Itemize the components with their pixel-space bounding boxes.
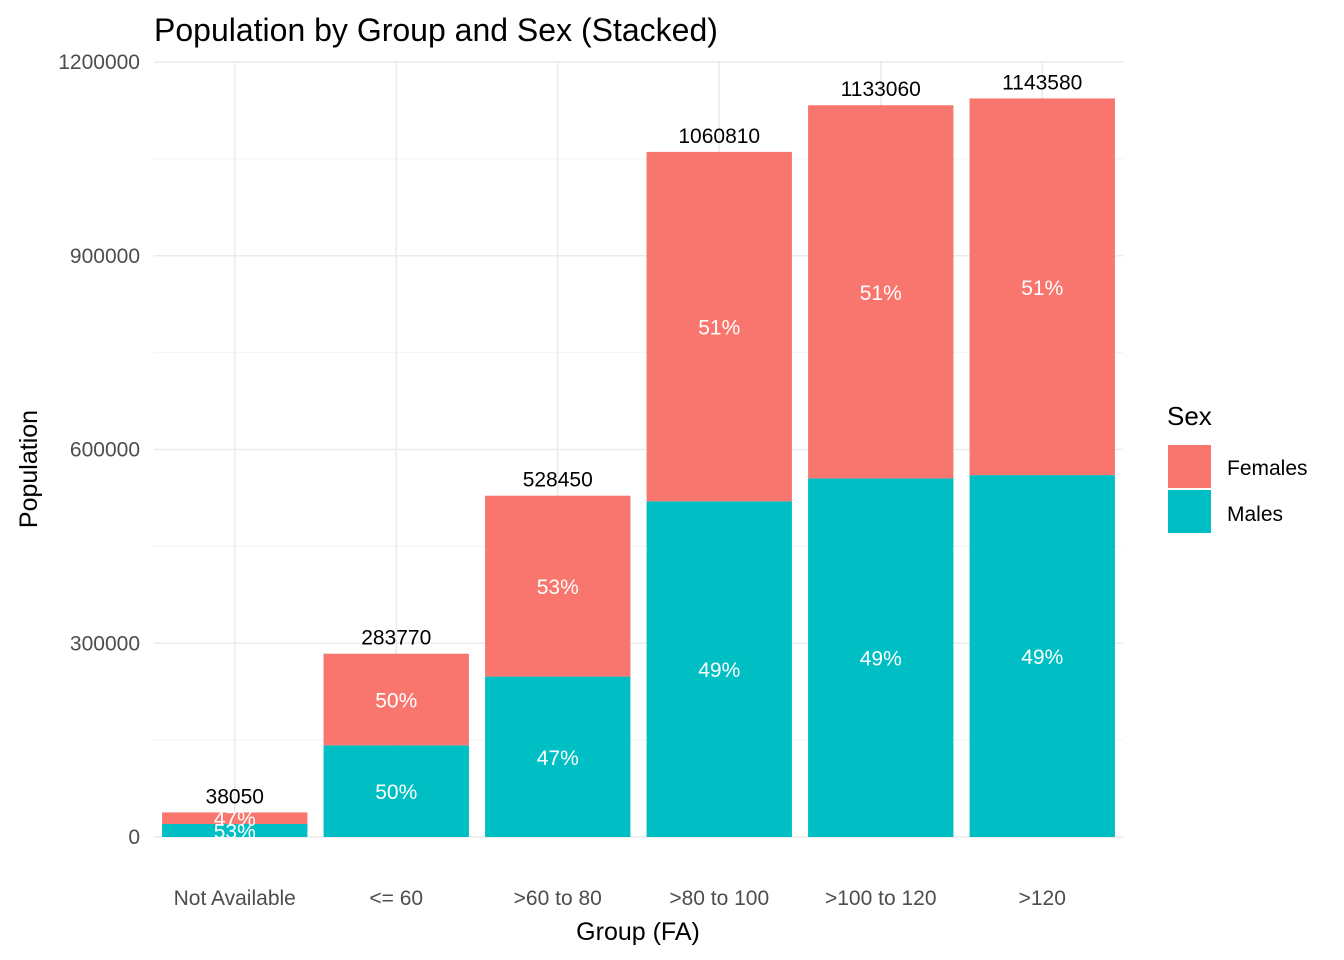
legend-swatch-females [1168,445,1211,488]
y-tick-label: 600000 [70,439,140,462]
pct-label-females: 47% [214,808,256,831]
pct-label-females: 51% [1021,277,1063,300]
x-tick-label: >100 to 120 [825,887,937,910]
bars [162,98,1115,837]
bar-segment-males [646,501,792,837]
total-label: 283770 [361,627,431,650]
bar-segment-males [323,745,469,837]
y-tick-label: 900000 [70,245,140,268]
x-tick-label: <= 60 [369,887,423,910]
bar-segment-females [162,812,308,824]
legend: Sex Females Males [1167,401,1308,533]
data-labels: 53%47%38050 50%50%28377047%53%52845049%51… [206,71,1083,843]
pct-label-females: 53% [537,576,579,599]
bar-segment-males [162,823,308,837]
pct-label-males: 47% [537,747,579,770]
y-tick-label: 1200000 [58,51,140,74]
legend-item-males: Males [1168,490,1283,533]
chart-title: Population by Group and Sex (Stacked) [154,12,718,48]
total-label: 1060810 [678,125,760,148]
pct-label-females: 50% [375,690,417,713]
pct-label-males: 50% [375,781,417,804]
y-axis-title: Population [15,410,43,528]
legend-label-females: Females [1227,457,1308,480]
total-label: 1133060 [841,78,921,101]
legend-label-males: Males [1227,503,1283,526]
bar-segment-females [969,98,1115,476]
legend-swatch-males [1168,490,1211,533]
legend-item-females: Females [1168,445,1308,488]
x-tick-label: Not Available [174,887,296,910]
pct-label-females: 51% [698,317,740,340]
total-label: 38050 [206,785,264,808]
y-tick-label: 300000 [70,632,140,655]
legend-title: Sex [1167,401,1212,431]
bar-segment-males [808,478,954,837]
pct-label-males: 49% [698,659,740,682]
total-label: 528450 [523,469,593,492]
plot-area: 53%47%38050 50%50%28377047%53%52845049%51… [154,61,1123,843]
total-label: 1143580 [1002,71,1082,94]
pct-label-males: 49% [860,648,902,671]
x-axis-title: Group (FA) [576,918,700,946]
bar-segment-females [646,151,792,502]
bar-segment-females [323,653,469,746]
y-tick-label: 0 [128,826,140,849]
bar-segment-females [808,105,954,479]
x-tick-label: >60 to 80 [514,887,602,910]
bar-segment-females [485,495,631,677]
axes: 0 300000 600000 900000 1200000 Not Available <… [58,51,1066,910]
bar-segment-males [485,676,631,837]
x-tick-label: >120 [1019,887,1066,910]
bar-segment-males [969,475,1115,837]
pct-label-males: 49% [1021,646,1063,669]
pct-label-males: 53% [214,820,256,843]
pct-label-females: 51% [860,282,902,305]
x-tick-label: >80 to 100 [669,887,769,910]
